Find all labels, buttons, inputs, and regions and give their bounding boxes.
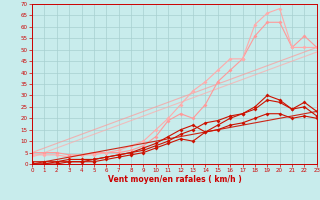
X-axis label: Vent moyen/en rafales ( km/h ): Vent moyen/en rafales ( km/h )	[108, 175, 241, 184]
